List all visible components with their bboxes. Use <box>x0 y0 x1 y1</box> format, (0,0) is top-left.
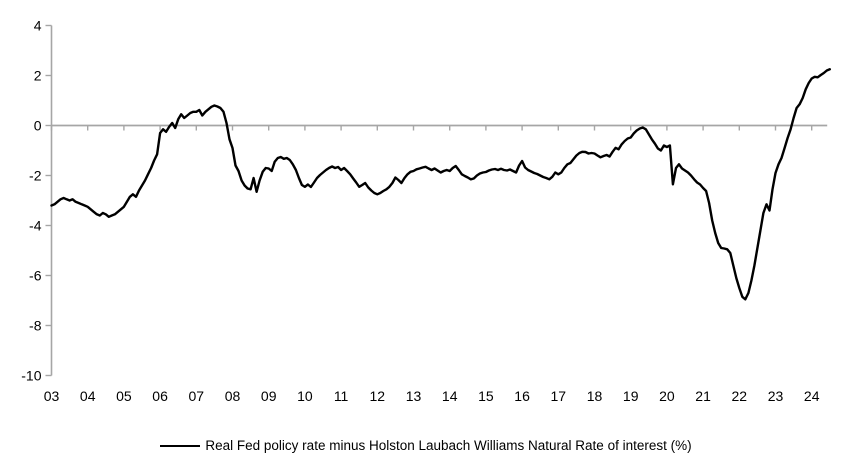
y-tick-label: -10 <box>21 368 41 384</box>
x-tick-label: 06 <box>152 388 168 404</box>
x-tick-label: 15 <box>478 388 494 404</box>
x-tick-label: 08 <box>225 388 241 404</box>
legend-line-marker <box>160 444 201 447</box>
x-tick-label: 09 <box>261 388 277 404</box>
x-tick-label: 18 <box>587 388 603 404</box>
x-tick-label: 14 <box>442 388 458 404</box>
x-tick-label: 17 <box>551 388 567 404</box>
x-tick-label: 07 <box>189 388 205 404</box>
x-tick-label: 21 <box>695 388 711 404</box>
x-tick-label: 12 <box>370 388 386 404</box>
x-tick-label: 22 <box>732 388 748 404</box>
y-tick-label: -6 <box>29 268 42 284</box>
y-tick-label: -8 <box>29 318 42 334</box>
x-tick-label: 03 <box>44 388 60 404</box>
x-tick-label: 11 <box>334 388 349 404</box>
x-tick-label: 24 <box>804 388 820 404</box>
y-tick-label: -2 <box>29 168 42 184</box>
legend: Real Fed policy rate minus Holston Lauba… <box>0 438 852 453</box>
y-tick-label: 2 <box>34 68 42 84</box>
x-tick-label: 16 <box>514 388 530 404</box>
x-tick-label: 23 <box>768 388 784 404</box>
x-tick-label: 10 <box>297 388 313 404</box>
x-tick-label: 13 <box>406 388 422 404</box>
series-line <box>50 68 831 301</box>
x-tick-label: 04 <box>80 388 96 404</box>
x-tick-label: 19 <box>623 388 639 404</box>
x-tick-label: 20 <box>659 388 675 404</box>
y-tick-label: -4 <box>29 218 42 234</box>
x-tick-label: 05 <box>116 388 132 404</box>
y-tick-label: 4 <box>34 18 42 34</box>
legend-label: Real Fed policy rate minus Holston Lauba… <box>205 438 692 453</box>
y-tick-label: 0 <box>34 118 42 134</box>
